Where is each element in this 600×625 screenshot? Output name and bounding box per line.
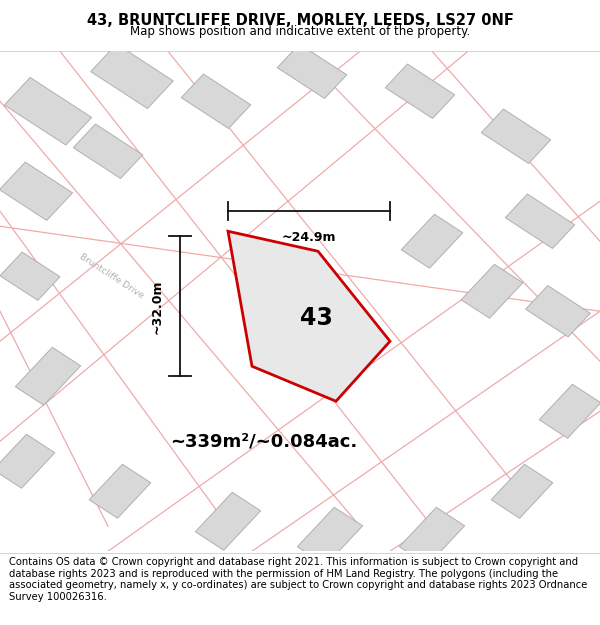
Bar <box>526 286 590 337</box>
Bar <box>89 464 151 518</box>
Polygon shape <box>228 231 390 401</box>
Bar <box>73 124 143 179</box>
Text: 43: 43 <box>301 306 333 330</box>
Bar <box>4 78 92 145</box>
Bar <box>491 464 553 518</box>
Text: Contains OS data © Crown copyright and database right 2021. This information is : Contains OS data © Crown copyright and d… <box>9 557 587 602</box>
Bar <box>181 74 251 129</box>
Text: Bruntcliffe Drive: Bruntcliffe Drive <box>78 253 145 300</box>
Bar <box>505 194 575 249</box>
Bar <box>277 44 347 99</box>
Text: ~339m²/~0.084ac.: ~339m²/~0.084ac. <box>170 432 358 450</box>
Bar <box>401 214 463 268</box>
Text: 43, BRUNTCLIFFE DRIVE, MORLEY, LEEDS, LS27 0NF: 43, BRUNTCLIFFE DRIVE, MORLEY, LEEDS, LS… <box>86 12 514 28</box>
Text: ~32.0m: ~32.0m <box>150 279 163 334</box>
Bar <box>91 44 173 109</box>
Bar <box>481 109 551 164</box>
Bar <box>196 492 260 550</box>
Bar <box>298 508 362 565</box>
Bar <box>16 348 80 405</box>
Bar <box>0 162 73 221</box>
Text: ~24.9m: ~24.9m <box>282 231 336 244</box>
Bar <box>0 252 60 301</box>
Bar <box>539 384 600 438</box>
Bar <box>0 434 55 488</box>
Text: Map shows position and indicative extent of the property.: Map shows position and indicative extent… <box>130 26 470 39</box>
Bar <box>400 508 464 565</box>
Bar <box>385 64 455 119</box>
Bar <box>461 264 523 318</box>
